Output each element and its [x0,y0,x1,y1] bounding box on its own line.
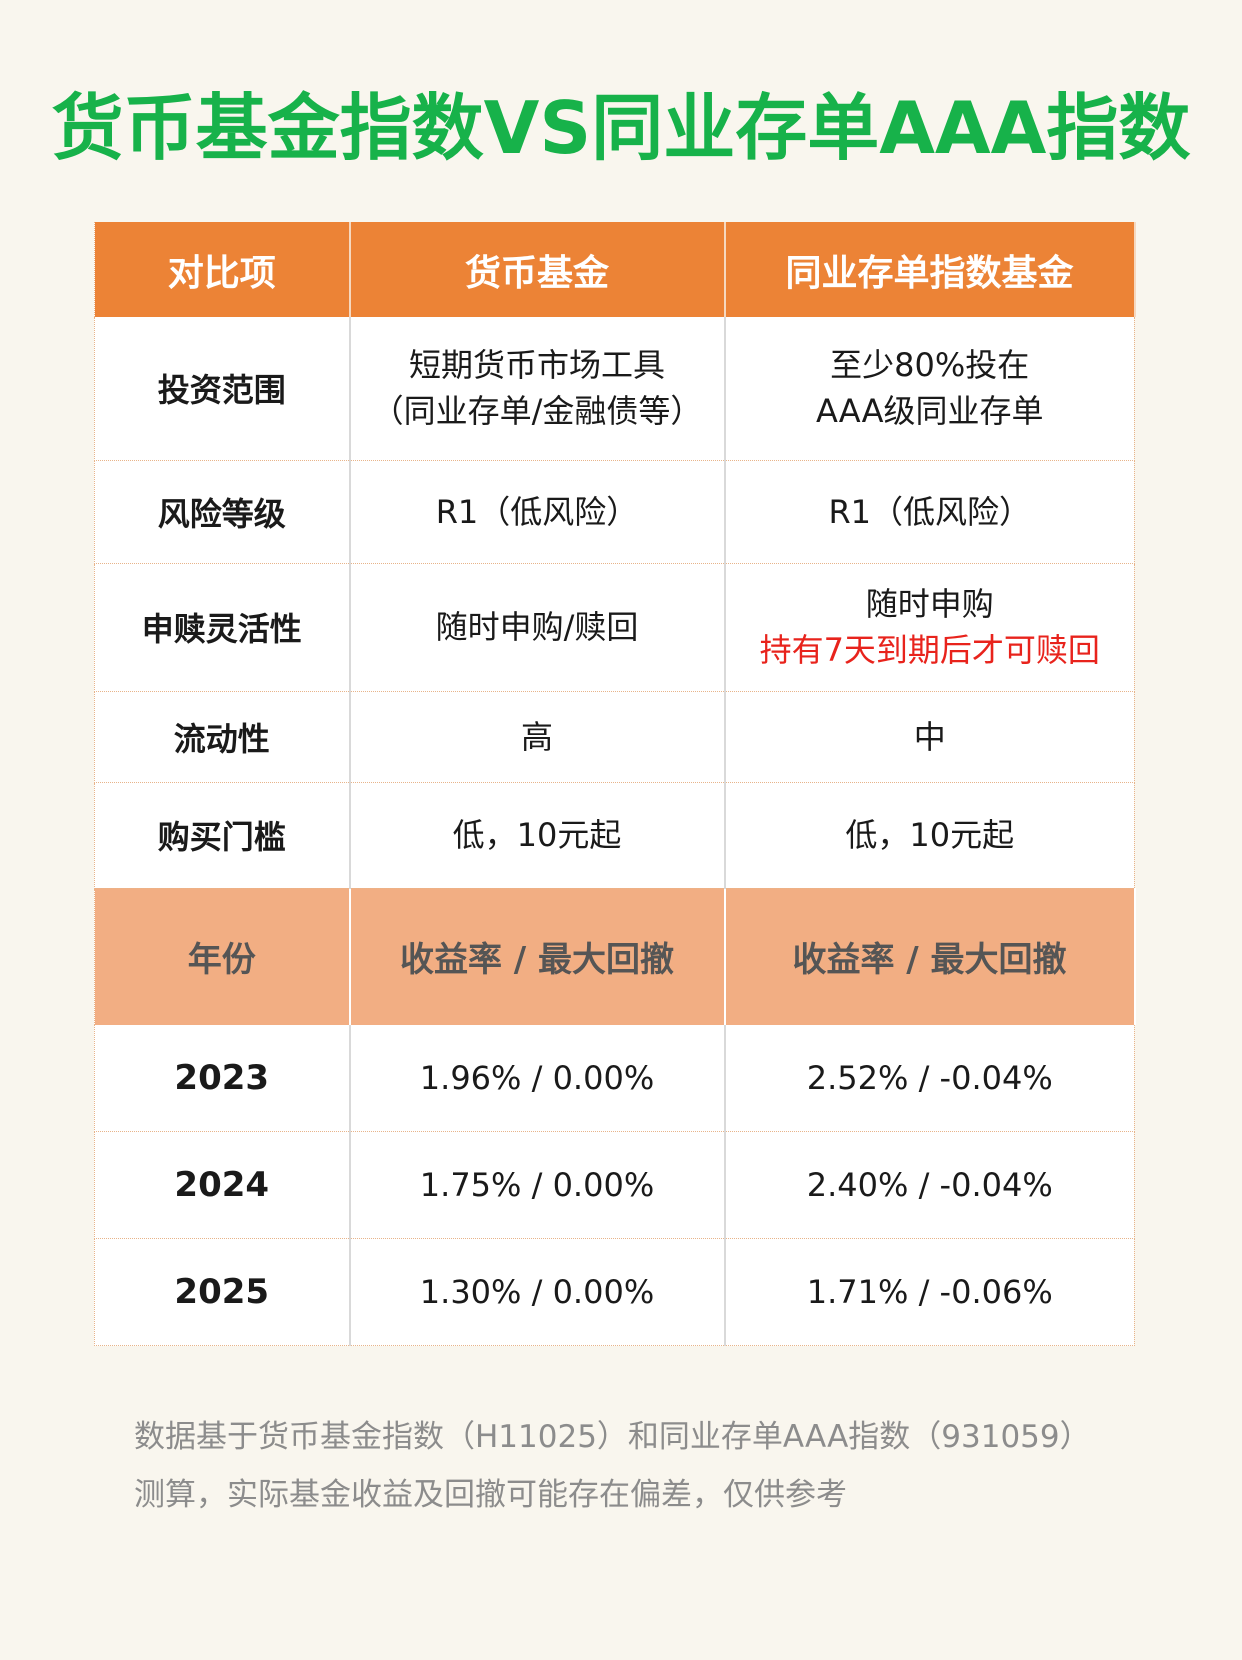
footnote: 数据基于货币基金指数（H11025）和同业存单AAA指数（931059） 测算，… [134,1408,1144,1524]
table-row: 流动性 高 中 [94,691,1135,783]
table-subheader-row: 年份 收益率 / 最大回撤 收益率 / 最大回撤 [94,888,1136,1025]
table-row: 申赎灵活性 随时申购/赎回 随时申购 持有7天到期后才可赎回 [94,563,1135,692]
money-fund-cell: 高 [349,691,726,783]
header-ncd-index-fund: 同业存单指数基金 [724,222,1136,317]
row-label: 投资范围 [94,317,351,461]
table-row: 2025 1.30% / 0.00% 1.71% / -0.06% [94,1238,1135,1346]
table-header-row: 对比项 货币基金 同业存单指数基金 [94,222,1136,317]
subheader-ncd-fund-return: 收益率 / 最大回撤 [724,888,1136,1025]
comparison-table: 对比项 货币基金 同业存单指数基金 投资范围 短期货币市场工具 （同业存单/金融… [94,222,1136,1346]
table-row: 2023 1.96% / 0.00% 2.52% / -0.04% [94,1024,1135,1132]
money-fund-cell: 短期货币市场工具 （同业存单/金融债等） [349,317,726,461]
table-row: 2024 1.75% / 0.00% 2.40% / -0.04% [94,1131,1135,1239]
footnote-line: 数据基于货币基金指数（H11025）和同业存单AAA指数（931059） [134,1419,1091,1455]
subheader-year: 年份 [94,888,351,1025]
money-fund-return-cell: 1.30% / 0.00% [349,1238,726,1346]
cell-line: 随时申购 [865,585,994,623]
cell-line: （同业存单/金融债等） [371,392,703,431]
money-fund-return-cell: 1.75% / 0.00% [349,1131,726,1239]
ncd-fund-cell: R1（低风险） [724,460,1135,564]
ncd-fund-cell: 至少80%投在 AAA级同业存单 [724,317,1135,461]
row-label: 购买门槛 [94,782,351,889]
ncd-fund-cell: 随时申购 持有7天到期后才可赎回 [724,563,1135,692]
table-row: 投资范围 短期货币市场工具 （同业存单/金融债等） 至少80%投在 AAA级同业… [94,317,1135,461]
ncd-fund-cell: 低，10元起 [724,782,1135,889]
table-row: 购买门槛 低，10元起 低，10元起 [94,782,1135,889]
header-money-fund: 货币基金 [349,222,726,317]
ncd-fund-return-cell: 2.40% / -0.04% [724,1131,1135,1239]
header-compare-item: 对比项 [94,222,351,317]
footnote-line: 测算，实际基金收益及回撤可能存在偏差，仅供参考 [134,1477,847,1513]
year-cell: 2023 [94,1024,351,1132]
redemption-warning: 持有7天到期后才可赎回 [759,631,1100,669]
page-title: 货币基金指数VS同业存单AAA指数 [51,86,1191,170]
table-row: 风险等级 R1（低风险） R1（低风险） [94,460,1135,564]
cell-line: 至少80%投在 [830,346,1030,385]
year-cell: 2024 [94,1131,351,1239]
cell-line: 短期货币市场工具 [408,346,665,385]
money-fund-cell: R1（低风险） [349,460,726,564]
subheader-money-fund-return: 收益率 / 最大回撤 [349,888,726,1025]
money-fund-cell: 低，10元起 [349,782,726,889]
row-label: 申赎灵活性 [94,563,351,692]
row-label: 风险等级 [94,460,351,564]
row-label: 流动性 [94,691,351,783]
year-cell: 2025 [94,1238,351,1346]
money-fund-return-cell: 1.96% / 0.00% [349,1024,726,1132]
ncd-fund-cell: 中 [724,691,1135,783]
ncd-fund-return-cell: 1.71% / -0.06% [724,1238,1135,1346]
ncd-fund-return-cell: 2.52% / -0.04% [724,1024,1135,1132]
cell-line: AAA级同业存单 [816,392,1044,431]
money-fund-cell: 随时申购/赎回 [349,563,726,692]
